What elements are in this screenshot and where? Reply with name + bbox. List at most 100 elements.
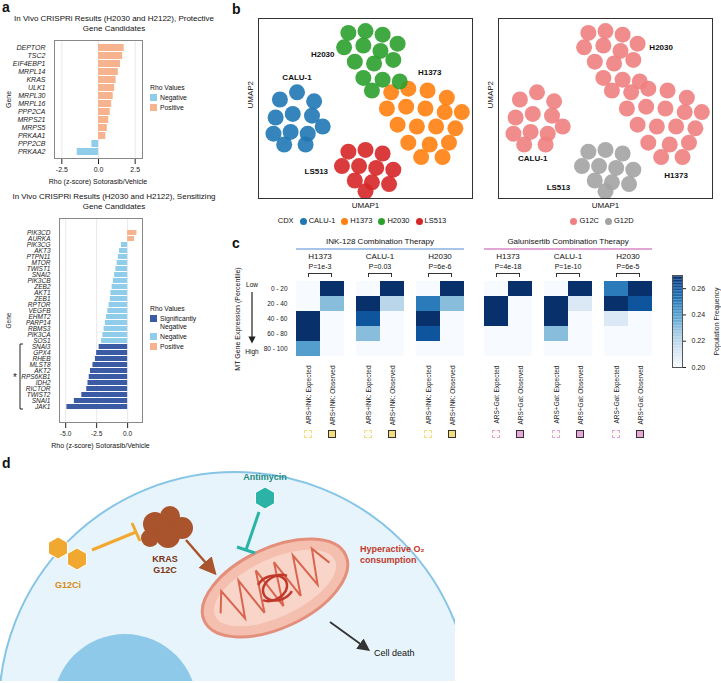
svg-text:TWIST1: TWIST1 [26,265,51,273]
svg-text:UMAP1: UMAP1 [352,201,380,210]
svg-text:UMAP1: UMAP1 [592,201,620,210]
html-text:d: d [2,455,11,471]
svg-text:MRPS21: MRPS21 [17,116,45,123]
svg-text:ARS+INK: Expected: ARS+INK: Expected [425,365,433,424]
svg-text:PTPN11: PTPN11 [26,253,51,261]
svg-text:MRPS5: MRPS5 [21,124,45,131]
svg-text:ARS+INK: Observed: ARS+INK: Observed [449,365,456,425]
svg-text:Population Frequency: Population Frequency [713,287,721,356]
svg-text:Gene: Gene [5,91,12,108]
svg-text:AURKA: AURKA [28,235,51,243]
svg-text:20 - 40: 20 - 40 [267,300,288,307]
svg-text:JAK1: JAK1 [34,403,51,410]
svg-text:-5.0: -5.0 [60,430,72,437]
svg-text:consumption: consumption [360,555,417,565]
svg-text:KRAS: KRAS [152,554,178,564]
svg-text:LS513: LS513 [304,167,328,176]
html-text:CDX: CDX [277,216,294,225]
svg-text:MRPL30: MRPL30 [18,92,45,99]
svg-text:KRAS: KRAS [26,76,45,83]
html-text:In Vivo CRISPRi Results (H2030: In Vivo CRISPRi Results (H2030 and H2122… [12,192,216,211]
svg-text:40 - 60: 40 - 60 [267,315,288,322]
svg-text:PPP2CB: PPP2CB [18,140,46,147]
svg-text:H2030: H2030 [649,43,673,52]
svg-text:ARS+Gal: Expected: ARS+Gal: Expected [613,365,621,423]
html-text:b: b [232,1,241,17]
svg-text:ARS+INK: Expected: ARS+INK: Expected [365,365,373,424]
html-text:G12C: G12C [579,216,599,225]
svg-text:0.22: 0.22 [692,337,706,344]
svg-text:0 - 20: 0 - 20 [271,285,288,292]
svg-text:PIK3CB: PIK3CB [27,277,51,285]
svg-text:ARS+INK: Observed: ARS+INK: Observed [329,365,336,425]
svg-text:PRKAA2: PRKAA2 [18,148,46,155]
svg-text:0.0: 0.0 [94,166,104,173]
svg-text:80 - 100: 80 - 100 [264,345,288,352]
svg-text:PIK3CG: PIK3CG [26,241,51,249]
svg-text:0.26: 0.26 [692,285,706,292]
svg-text:RPTOR: RPTOR [27,301,51,309]
svg-text:ULK1: ULK1 [28,84,46,91]
svg-text:ARS+Gal: Observed: ARS+Gal: Observed [637,365,644,424]
svg-text:ARS+Gal: Observed: ARS+Gal: Observed [517,365,524,424]
html-text:H1373: H1373 [350,216,373,225]
html-text:Galunisertib Combination Thera: Galunisertib Combination Therapy [507,237,629,246]
svg-text:ARS+Gal: Expected: ARS+Gal: Expected [493,365,501,423]
html-text:LS513: LS513 [424,216,447,225]
svg-text:G12C: G12C [153,565,177,575]
svg-text:0.0: 0.0 [123,430,132,437]
svg-text:CALU-1: CALU-1 [282,73,312,82]
svg-text:LS513: LS513 [547,183,571,192]
svg-text:G12Ci: G12Ci [55,580,81,590]
svg-text:H1373: H1373 [664,171,688,180]
html-text:H2030: H2030 [428,252,452,261]
svg-text:VEGFB: VEGFB [28,307,51,315]
svg-text:*: * [13,372,17,383]
svg-text:ARS+INK: Expected: ARS+INK: Expected [305,365,313,424]
svg-text:-2.5: -2.5 [56,166,68,173]
svg-text:EIF4EBP1: EIF4EBP1 [13,60,46,67]
svg-text:ARS+Gal: Observed: ARS+Gal: Observed [577,365,584,424]
html-text:G12D: G12D [614,216,634,225]
html-text:H1373: H1373 [496,252,520,261]
html-text:H2030: H2030 [616,252,640,261]
svg-text:AKT3: AKT3 [34,247,51,255]
svg-text:AKT1: AKT1 [34,289,51,297]
svg-text:UMAP2: UMAP2 [246,80,255,108]
svg-text:ARS+INK: Observed: ARS+INK: Observed [389,365,396,425]
html-text:CALU-1: CALU-1 [365,252,395,261]
svg-text:H1373: H1373 [418,68,442,77]
svg-text:PIK3CD: PIK3CD [27,229,51,237]
html-text:Significantly Negative: Significantly Negative [160,315,197,330]
html-text:INK-128 Combination Therapy: INK-128 Combination Therapy [326,237,434,246]
svg-text:H2030: H2030 [311,50,335,59]
svg-text:Antimycin: Antimycin [243,472,287,482]
html-text:a: a [2,0,10,15]
svg-text:UMAP2: UMAP2 [486,80,495,108]
svg-text:ZEB2: ZEB2 [34,283,51,291]
svg-text:2.5: 2.5 [130,166,140,173]
html-text:CALU-1: CALU-1 [308,216,336,225]
svg-text:PPP2CA: PPP2CA [18,108,46,115]
svg-text:CALU-1: CALU-1 [518,154,548,163]
svg-text:ARS+Gal: Expected: ARS+Gal: Expected [553,365,561,423]
svg-text:MTOR: MTOR [31,259,51,267]
svg-text:Hyperactive O₂: Hyperactive O₂ [360,544,425,554]
html-text:CALU-1: CALU-1 [553,252,583,261]
html-text:In Vivo CRISPRi Results (H2030: In Vivo CRISPRi Results (H2030 and H2122… [14,14,214,33]
svg-text:ZEB1: ZEB1 [34,295,51,303]
svg-text:Gene: Gene [5,312,12,328]
svg-text:MRPL16: MRPL16 [18,100,45,107]
svg-text:MRPL14: MRPL14 [18,68,45,75]
svg-text:PRKAA1: PRKAA1 [18,132,46,139]
svg-text:0.20: 0.20 [692,364,706,371]
svg-text:SNAI2: SNAI2 [31,271,51,279]
svg-text:DEPTOR: DEPTOR [16,44,45,51]
svg-text:0.24: 0.24 [692,311,706,318]
svg-text:TSC2: TSC2 [28,52,46,59]
html-text:H2030: H2030 [387,216,410,225]
svg-text:60 - 80: 60 - 80 [267,330,288,337]
html-text:H1373: H1373 [308,252,332,261]
svg-text:-2.5: -2.5 [91,430,103,437]
svg-text:Cell death: Cell death [374,648,415,658]
